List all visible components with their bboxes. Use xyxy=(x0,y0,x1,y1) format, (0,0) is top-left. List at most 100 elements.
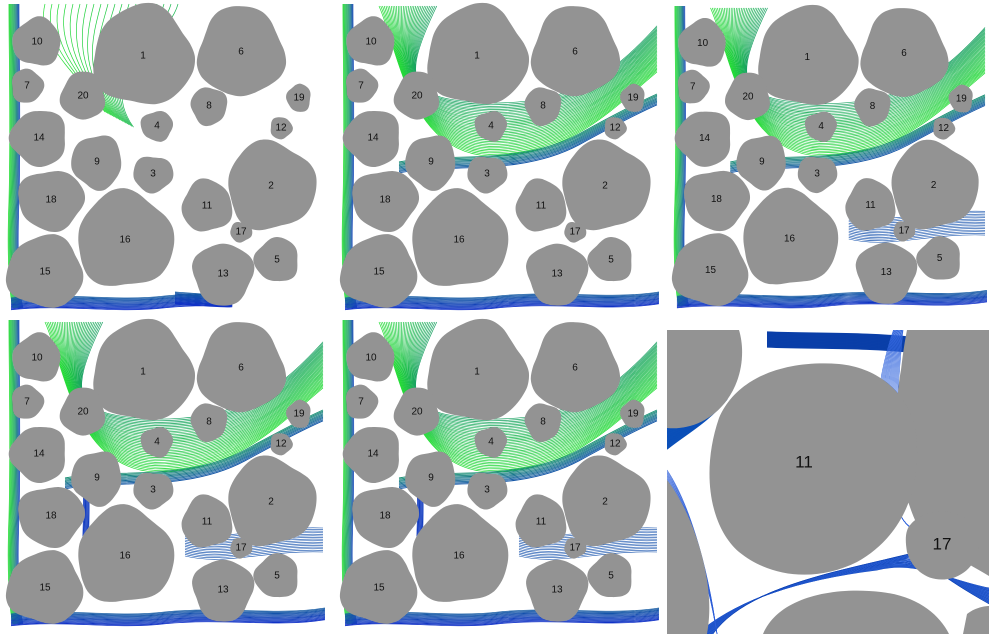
grain-label-4: 4 xyxy=(488,437,494,448)
grain-label-9: 9 xyxy=(428,473,434,484)
streamline-bottom xyxy=(10,618,325,626)
grain-13 xyxy=(192,559,255,622)
grain-label-7: 7 xyxy=(24,81,30,92)
streamline-top xyxy=(385,5,658,150)
streamline-top xyxy=(56,321,324,462)
grain-3 xyxy=(467,156,508,194)
grain-label-1: 1 xyxy=(474,367,480,378)
grain-label-2: 2 xyxy=(602,497,608,508)
grain-label-12: 12 xyxy=(609,439,621,450)
streamline-top xyxy=(394,321,658,458)
grain-9 xyxy=(71,135,122,191)
grain-12 xyxy=(270,433,293,456)
grain-label-3: 3 xyxy=(814,168,820,179)
grain-label-2: 2 xyxy=(268,181,274,192)
streamline-top xyxy=(55,321,324,463)
grain-label-11: 11 xyxy=(865,200,875,211)
grain-18 xyxy=(352,487,420,548)
grain-label-13: 13 xyxy=(881,267,892,278)
zoom-figure: 11 17 xyxy=(667,330,989,634)
streamline-bottom xyxy=(344,302,659,310)
grain-label-7: 7 xyxy=(24,397,30,408)
streamline-lower-right xyxy=(184,549,324,559)
grain-label-4: 4 xyxy=(818,121,824,132)
grain-label-19: 19 xyxy=(293,93,305,104)
streamline-top xyxy=(49,321,324,468)
grain-label-8: 8 xyxy=(540,417,546,428)
grain-8 xyxy=(190,87,228,127)
grain-label-20: 20 xyxy=(743,91,754,102)
grain-20 xyxy=(393,71,440,120)
grain-7 xyxy=(345,384,379,419)
streamline-top xyxy=(385,321,658,466)
streamline-top xyxy=(380,321,658,471)
streamline-top xyxy=(383,5,658,152)
grain-11 xyxy=(515,178,567,232)
streamline-bottom xyxy=(10,619,325,627)
grain-4 xyxy=(804,111,837,143)
grain-2 xyxy=(228,455,317,547)
grain-label-19: 19 xyxy=(627,409,639,420)
grain-11 xyxy=(515,494,567,548)
grain-15 xyxy=(339,234,418,308)
grain-7 xyxy=(11,384,45,419)
grain-label-10: 10 xyxy=(697,38,708,49)
grain-9 xyxy=(736,135,786,191)
grain-2 xyxy=(228,139,317,231)
grain-label-5: 5 xyxy=(608,571,614,582)
grain-label-3: 3 xyxy=(150,169,156,180)
streamline-top xyxy=(392,321,658,460)
grain-label-6: 6 xyxy=(572,363,578,374)
grain-label-1: 1 xyxy=(805,52,810,63)
grain-17 xyxy=(230,221,253,243)
grain-label-20: 20 xyxy=(77,407,89,418)
grain-16 xyxy=(412,188,509,286)
grain-label-18: 18 xyxy=(45,511,57,522)
grain-5 xyxy=(587,237,632,282)
grain-14 xyxy=(674,111,731,167)
grain-label-9: 9 xyxy=(94,473,100,484)
grain-label-17: 17 xyxy=(235,227,247,238)
streamline-lower-right xyxy=(848,233,986,241)
grain-label-16: 16 xyxy=(453,235,465,246)
streamline-top xyxy=(725,7,986,143)
grain-18 xyxy=(18,487,86,548)
grain-label-16: 16 xyxy=(784,233,795,244)
grain-label-7: 7 xyxy=(358,81,364,92)
grain-label-5: 5 xyxy=(608,255,614,266)
panel-2: 1 2 3 4 5 6 7 8 9 10 11 12 13 14 15 16 17 18 19 20 xyxy=(339,2,659,316)
grain-label-3: 3 xyxy=(484,485,490,496)
grain-label-15: 15 xyxy=(705,265,716,276)
zoom-grain-bottom xyxy=(763,590,949,634)
grain-6 xyxy=(196,6,287,97)
grain-label-6: 6 xyxy=(238,47,244,58)
grain-label-9: 9 xyxy=(428,157,434,168)
grain-3 xyxy=(467,472,508,510)
streamline-top xyxy=(53,321,324,465)
grain-3 xyxy=(133,472,174,510)
grain-label-6: 6 xyxy=(901,48,907,59)
grain-label-19: 19 xyxy=(293,409,305,420)
streamline-top xyxy=(380,5,658,155)
grain-label-6: 6 xyxy=(238,363,244,374)
grain-label-5: 5 xyxy=(274,571,280,582)
grain-17 xyxy=(564,537,587,559)
grain-label-3: 3 xyxy=(150,485,156,496)
streamline-top xyxy=(92,3,118,119)
grain-label-10: 10 xyxy=(31,353,43,364)
grain-7 xyxy=(11,68,45,103)
grain-label-10: 10 xyxy=(31,37,43,48)
streamline-top xyxy=(715,7,986,152)
grain-11 xyxy=(845,178,896,231)
panel-3: 1 2 3 4 5 6 7 8 9 10 11 12 13 14 15 16 17 18 19 20 xyxy=(671,2,987,316)
panel-1: 1 2 3 4 5 6 7 8 9 10 11 12 13 14 15 16 17 18 19 20 xyxy=(5,2,325,316)
grain-label-13: 13 xyxy=(217,585,229,596)
grain-20 xyxy=(59,71,106,120)
grain-label-8: 8 xyxy=(870,101,876,112)
streamline-top xyxy=(711,7,986,155)
streamline-bottom xyxy=(676,300,987,308)
